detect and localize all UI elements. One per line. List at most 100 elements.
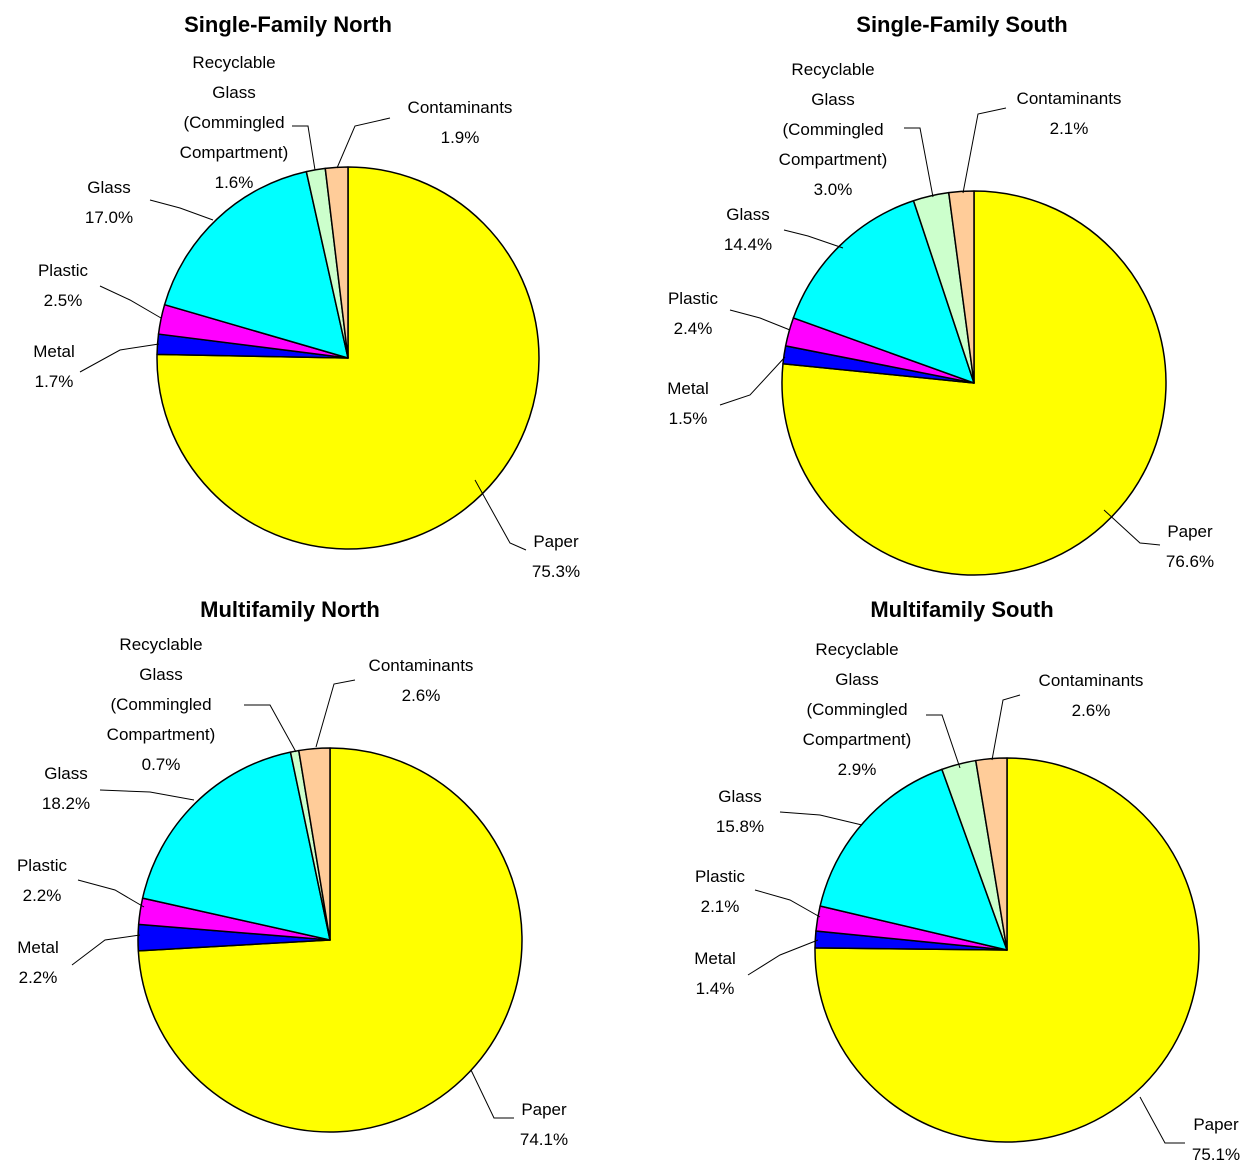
slice-value-label: 2.2%	[23, 886, 62, 905]
leader-line-recyclable-glass-commingled-compartment	[244, 704, 297, 753]
slice-value-label: 74.1%	[520, 1130, 568, 1149]
slice-value-label: 1.5%	[669, 409, 708, 428]
slice-value-label: 76.6%	[1166, 552, 1214, 571]
slice-label-recyclable-glass-commingled-compartment: Glass	[835, 670, 878, 689]
slice-label-contaminants: Contaminants	[408, 98, 513, 117]
leader-line-contaminants	[315, 679, 356, 748]
pie-slice-contaminants	[298, 747, 331, 941]
slice-label-recyclable-glass-commingled-compartment: Glass	[139, 665, 182, 684]
slice-value-label: 17.0%	[85, 208, 133, 227]
slice-label-paper: Paper	[533, 532, 579, 551]
slice-value-label: 2.1%	[701, 897, 740, 916]
pie-slice-glass	[819, 768, 1008, 951]
slice-value-label: 18.2%	[42, 794, 90, 813]
slice-label-contaminants: Contaminants	[1039, 671, 1144, 690]
slice-label-plastic: Plastic	[695, 867, 746, 886]
pie-slice-contaminants	[324, 166, 349, 359]
slice-value-label: 2.9%	[838, 760, 877, 779]
slice-label-recyclable-glass-commingled-compartment: Compartment)	[180, 143, 289, 162]
chart-title: Single-Family North	[184, 12, 392, 37]
slice-value-label: 2.4%	[674, 319, 713, 338]
slice-label-recyclable-glass-commingled-compartment: Glass	[811, 90, 854, 109]
slice-label-contaminants: Contaminants	[369, 656, 474, 675]
leader-line-glass	[783, 229, 844, 249]
slice-label-recyclable-glass-commingled-compartment: (Commingled	[183, 113, 284, 132]
leader-line-glass	[779, 811, 863, 826]
slice-value-label: 2.6%	[402, 686, 441, 705]
leader-line-plastic	[99, 285, 162, 319]
slice-label-glass: Glass	[726, 205, 769, 224]
leader-line-plastic	[77, 879, 145, 908]
slice-label-recyclable-glass-commingled-compartment: (Commingled	[110, 695, 211, 714]
leader-line-metal	[71, 934, 141, 966]
slice-value-label: 75.1%	[1192, 1145, 1240, 1164]
slice-label-metal: Metal	[667, 379, 709, 398]
slice-label-paper: Paper	[521, 1100, 567, 1119]
leader-line-glass	[149, 199, 214, 221]
slice-value-label: 2.5%	[44, 291, 83, 310]
pie-slice-paper	[814, 757, 1200, 1143]
slice-value-label: 15.8%	[716, 817, 764, 836]
slice-label-contaminants: Contaminants	[1017, 89, 1122, 108]
slice-label-recyclable-glass-commingled-compartment: Recyclable	[791, 60, 874, 79]
slice-label-metal: Metal	[17, 938, 59, 957]
slice-label-recyclable-glass-commingled-compartment: (Commingled	[806, 700, 907, 719]
pie-slice-contaminants	[947, 190, 975, 384]
chart-title: Multifamily North	[200, 597, 380, 622]
slice-label-glass: Glass	[87, 178, 130, 197]
leader-line-plastic	[754, 889, 821, 918]
slice-value-label: 2.1%	[1050, 119, 1089, 138]
slice-label-recyclable-glass-commingled-compartment: Recyclable	[119, 635, 202, 654]
leader-line-glass	[99, 789, 195, 801]
slice-label-recyclable-glass-commingled-compartment: Compartment)	[803, 730, 912, 749]
slice-label-paper: Paper	[1193, 1115, 1239, 1134]
slice-label-recyclable-glass-commingled-compartment: Recyclable	[192, 53, 275, 72]
leader-line-paper	[1139, 1096, 1185, 1144]
leader-line-recyclable-glass-commingled-compartment	[926, 714, 961, 769]
slice-label-plastic: Plastic	[38, 261, 89, 280]
slice-label-plastic: Plastic	[17, 856, 68, 875]
pie-slice-contaminants	[974, 757, 1008, 951]
slice-value-label: 14.4%	[724, 235, 772, 254]
slice-label-glass: Glass	[44, 764, 87, 783]
slice-value-label: 2.6%	[1072, 701, 1111, 720]
chart-title: Single-Family South	[856, 12, 1067, 37]
leader-line-recyclable-glass-commingled-compartment	[904, 127, 934, 198]
chart-title: Multifamily South	[870, 597, 1053, 622]
pie-chart-multifamily-north: Multifamily North Paper 74.1% Metal 2.2% Plas…	[17, 597, 568, 1149]
leader-line-paper	[474, 479, 527, 551]
pie-slice-glass	[163, 170, 349, 359]
leader-line-metal	[747, 939, 819, 976]
pie-slice-paper	[156, 166, 540, 550]
pie-chart-single-family-south: Single-Family South Paper 76.6% Metal 1.5% Pl…	[667, 12, 1214, 576]
pie-chart-single-family-north: Single-Family North Paper 75.3% Metal 1.7% Pl…	[33, 12, 580, 581]
slice-value-label: 1.9%	[441, 128, 480, 147]
slice-label-paper: Paper	[1167, 522, 1213, 541]
slice-value-label: 2.2%	[19, 968, 58, 987]
leader-line-contaminants	[991, 694, 1021, 761]
pie-slice-paper	[781, 190, 1167, 576]
leader-line-plastic	[729, 309, 791, 331]
slice-value-label: 75.3%	[532, 562, 580, 581]
slice-label-metal: Metal	[694, 949, 736, 968]
leader-line-contaminants	[962, 107, 1007, 194]
slice-label-recyclable-glass-commingled-compartment: (Commingled	[782, 120, 883, 139]
pie-slice-glass	[141, 751, 331, 941]
leader-line-recyclable-glass-commingled-compartment	[292, 125, 316, 171]
leader-line-metal	[719, 356, 786, 406]
pie-slice-glass	[792, 200, 975, 384]
slice-label-glass: Glass	[718, 787, 761, 806]
leader-line-paper	[1103, 509, 1161, 546]
slice-value-label: 1.4%	[696, 979, 735, 998]
slice-label-plastic: Plastic	[668, 289, 719, 308]
slice-value-label: 3.0%	[814, 180, 853, 199]
slice-value-label: 0.7%	[142, 755, 181, 774]
slice-label-recyclable-glass-commingled-compartment: Compartment)	[779, 150, 888, 169]
slice-label-recyclable-glass-commingled-compartment: Glass	[212, 83, 255, 102]
leader-line-metal	[79, 343, 160, 373]
slice-label-metal: Metal	[33, 342, 75, 361]
slice-label-recyclable-glass-commingled-compartment: Recyclable	[815, 640, 898, 659]
leader-line-paper	[470, 1069, 514, 1119]
pie-chart-multifamily-south: Multifamily South Paper 75.1% Metal 1.4% Plas…	[694, 597, 1240, 1164]
